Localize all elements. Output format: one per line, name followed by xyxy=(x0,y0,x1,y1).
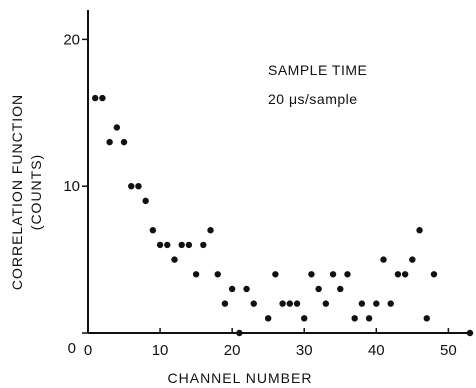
data-point xyxy=(106,138,113,146)
data-point xyxy=(416,227,423,234)
data-point xyxy=(272,271,279,278)
data-point xyxy=(279,300,286,307)
data-point xyxy=(358,300,366,307)
y-axis-label-units: (COUNTS) xyxy=(28,154,44,230)
data-point xyxy=(329,271,337,278)
data-point xyxy=(308,271,315,278)
x-tick-label: 0 xyxy=(84,342,92,359)
data-point xyxy=(394,271,402,278)
data-point xyxy=(207,227,214,234)
data-point xyxy=(92,94,99,102)
data-point xyxy=(293,300,301,307)
y-tick-label: 10 xyxy=(63,178,80,195)
sample-time-annotation: SAMPLE TIME xyxy=(268,62,367,78)
data-point xyxy=(135,182,142,190)
y-tick-label: 20 xyxy=(63,31,80,48)
x-axis-label: CHANNEL NUMBER xyxy=(168,370,313,386)
x-tick-label: 50 xyxy=(440,342,457,359)
data-point xyxy=(301,315,308,322)
data-point xyxy=(214,271,221,278)
x-tick-label: 30 xyxy=(296,342,313,359)
data-point xyxy=(401,271,409,278)
x-tick-label: 40 xyxy=(368,342,385,359)
data-point xyxy=(365,315,373,322)
data-point xyxy=(120,138,128,146)
data-point xyxy=(344,271,351,278)
y-tick-label: 0 xyxy=(68,340,76,357)
data-point xyxy=(322,300,330,307)
data-point xyxy=(315,285,322,293)
x-tick-label: 20 xyxy=(224,342,241,359)
data-point xyxy=(430,271,438,278)
data-point xyxy=(221,300,229,307)
data-point xyxy=(243,285,250,293)
y-axis-label: CORRELATION FUNCTION xyxy=(9,94,25,290)
data-point xyxy=(466,329,474,337)
data-point xyxy=(128,182,135,190)
data-point xyxy=(250,300,257,307)
data-point xyxy=(149,227,157,234)
data-point xyxy=(178,241,185,249)
data-point xyxy=(164,241,171,249)
data-point xyxy=(185,241,193,249)
data-point xyxy=(351,315,358,322)
data-point xyxy=(337,285,344,293)
data-point xyxy=(228,285,236,293)
data-point xyxy=(156,241,164,249)
axis-ticks: 0 10 20 30 40 50 0 10 20 xyxy=(63,31,456,359)
sample-rate-annotation: 20 μs/sample xyxy=(268,91,358,107)
data-point xyxy=(286,300,294,307)
data-point xyxy=(387,300,394,307)
data-point xyxy=(423,315,430,322)
data-point xyxy=(373,300,380,307)
data-point xyxy=(264,315,272,322)
data-point xyxy=(409,256,416,263)
data-point xyxy=(113,124,121,131)
data-point xyxy=(200,241,207,249)
data-point xyxy=(380,256,387,263)
x-tick-label: 10 xyxy=(152,342,169,359)
data-point xyxy=(171,256,178,263)
data-point xyxy=(99,94,106,102)
data-point xyxy=(192,271,200,278)
data-points xyxy=(92,94,474,337)
data-point xyxy=(142,197,149,205)
data-point xyxy=(236,329,243,337)
